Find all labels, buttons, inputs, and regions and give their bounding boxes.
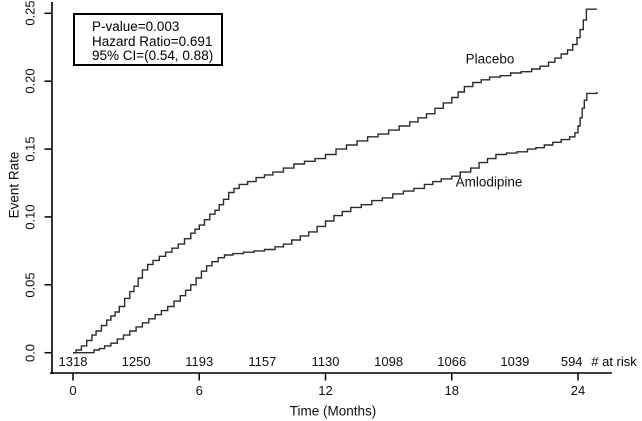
y-tick-label: 0.05 [22, 272, 38, 298]
at-risk-count: 1066 [437, 354, 467, 369]
x-axis-title: Time (Months) [289, 403, 377, 419]
confidence-interval-text: 95% CI=(0.54, 0.88) [92, 48, 214, 64]
p-value-text: P-value=0.003 [92, 19, 180, 34]
at-risk-count: 1098 [374, 354, 404, 369]
at-risk-count: 1157 [248, 354, 277, 369]
y-tick-label: 0.15 [22, 136, 38, 162]
x-tick-label: 0 [69, 383, 77, 398]
at-risk-caption: # at risk [591, 354, 637, 369]
stats-annotation-box: P-value=0.003 Hazard Ratio=0.691 95% CI=… [73, 13, 223, 66]
y-tick-label: 0.20 [22, 68, 38, 94]
at-risk-count: 1130 [311, 354, 340, 369]
amlodipine-curve-label: Amlodipine [455, 174, 523, 190]
x-tick-label: 6 [195, 383, 203, 398]
placebo-curve [73, 8, 597, 354]
at-risk-count: 1250 [121, 354, 151, 369]
y-axis-title: Event Rate [6, 151, 22, 219]
amlodipine-curve [73, 92, 598, 354]
at-risk-count: 1039 [500, 354, 530, 369]
placebo-curve-label: Placebo [465, 51, 515, 67]
at-risk-count: 1193 [185, 354, 214, 369]
y-tick-label: 0.0 [22, 343, 38, 362]
x-tick-label: 24 [570, 383, 586, 398]
hazard-ratio-text: Hazard Ratio=0.691 [92, 33, 213, 49]
x-tick-label: 12 [318, 383, 333, 398]
y-tick-label: 0.10 [22, 204, 38, 230]
at-risk-count: 594 [560, 354, 583, 369]
x-tick-label: 18 [444, 383, 459, 398]
y-tick-label: 0.25 [22, 0, 38, 26]
at-risk-count: 1318 [58, 354, 88, 369]
